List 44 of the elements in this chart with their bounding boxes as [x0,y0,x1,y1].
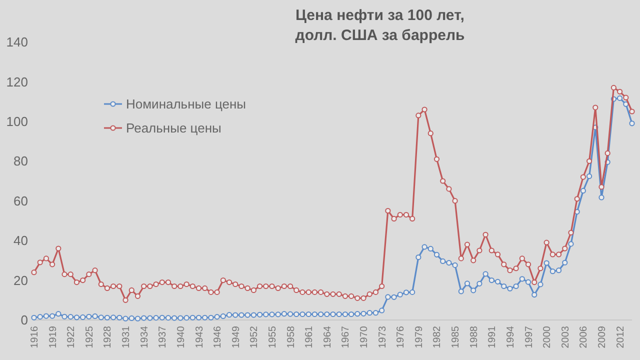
x-tick-label: 1979 [414,326,425,348]
x-tick-label: 2012 [615,326,626,348]
x-tick-label: 2003 [560,326,572,348]
x-tick-label: 1916 [30,326,40,348]
x-tick-label: 1961 [304,326,316,348]
x-tick-label: 1940 [176,326,187,348]
legend-label: Номинальные цены [126,96,246,112]
x-tick-label: 1982 [432,326,444,348]
x-tick-label: 1949 [230,326,242,348]
x-tick-label: 1997 [524,326,535,348]
y-tick-label: 120 [6,74,28,90]
x-tick-label: 1934 [139,326,150,348]
y-tick-label: 20 [14,272,28,288]
x-tick-label: 1952 [249,326,260,348]
chart-title: Цена нефти за 100 лет, долл. США за баррель [295,7,465,44]
x-tick-label: 1958 [286,326,297,348]
y-tick-label: 60 [14,193,28,208]
x-tick-label: 1976 [396,326,407,348]
x-tick-label: 1988 [468,326,480,348]
y-tick-label: 40 [14,233,28,248]
legend-label: Реальные цены [126,120,222,136]
x-tick-label: 1955 [267,326,278,348]
x-tick-label: 1970 [359,326,370,348]
x-tick-label: 1925 [84,326,96,348]
x-tick-label: 1985 [450,326,462,348]
x-tick-label: 1937 [158,326,169,348]
y-tick-label: 80 [14,154,28,169]
y-tick-label: 140 [6,34,28,50]
x-tick-label: 1964 [322,326,334,348]
y-tick-label: 100 [6,114,28,129]
x-tick-label: 1922 [66,326,78,348]
x-tick-label: 2000 [542,326,554,348]
x-tick-label: 1919 [48,326,59,348]
y-tick-label: 0 [20,312,28,328]
x-tick-label: 1928 [102,326,114,348]
x-tick-label: 1991 [487,326,498,348]
x-tick-label: 1931 [121,326,132,348]
x-tick-label: 1994 [505,326,516,348]
x-tick-label: 1967 [340,326,352,348]
x-tick-label: 1946 [212,326,224,348]
x-tick-label: 2006 [578,326,590,348]
x-tick-label: 1943 [194,326,206,348]
x-tick-label: 2009 [596,326,608,348]
x-tick-label: 1973 [377,326,388,348]
